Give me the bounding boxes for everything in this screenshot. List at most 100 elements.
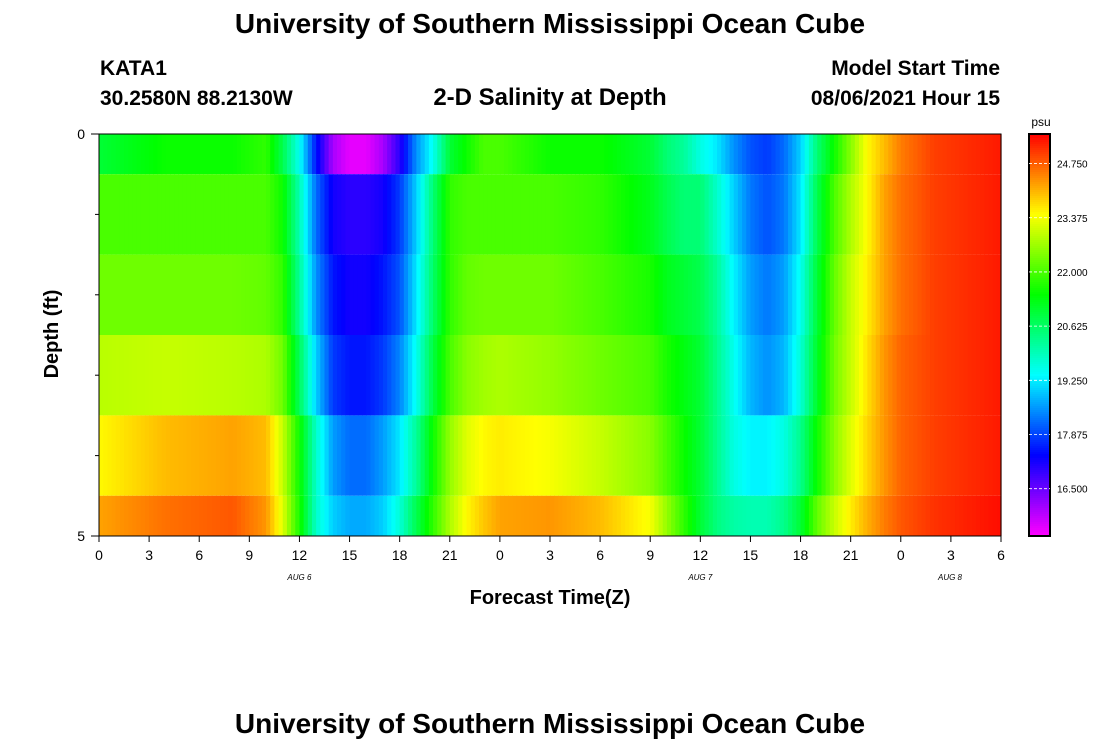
heat-cell: [433, 335, 438, 416]
heat-cell: [996, 415, 1002, 496]
heat-cell: [662, 254, 668, 335]
heat-cell: [996, 495, 1002, 536]
heat-cell: [950, 415, 956, 496]
heat-cell: [591, 174, 597, 255]
heat-cell: [825, 415, 831, 496]
heat-cell: [562, 415, 568, 496]
colorbar-swatch: [1029, 218, 1050, 221]
colorbar-swatch: [1029, 168, 1050, 171]
heat-cell: [921, 254, 927, 335]
heat-cell: [566, 415, 572, 496]
heat-cell: [620, 134, 626, 175]
heat-cell: [750, 415, 756, 496]
heat-cell: [629, 254, 635, 335]
heat-cell: [854, 335, 860, 416]
heat-cell: [671, 134, 676, 175]
heat-cell: [708, 415, 714, 496]
heat-cell: [362, 495, 367, 536]
heat-cell: [792, 495, 797, 536]
colorbar-swatch: [1029, 300, 1050, 303]
heat-cell: [666, 134, 672, 175]
heat-cell: [529, 174, 534, 255]
colorbar-swatch: [1029, 316, 1050, 319]
heat-cell: [303, 254, 309, 335]
heat-cell: [595, 495, 601, 536]
heat-cell: [332, 254, 338, 335]
heat-cell: [182, 174, 188, 255]
heat-cell: [416, 495, 422, 536]
heat-cell: [838, 254, 843, 335]
heat-cell: [474, 254, 480, 335]
heat-cell: [892, 174, 898, 255]
colorbar-swatch: [1029, 430, 1050, 433]
heat-cell: [712, 415, 718, 496]
colorbar-swatch: [1029, 426, 1050, 429]
heat-cell: [232, 174, 238, 255]
heat-cell: [332, 415, 338, 496]
heat-cell: [470, 335, 476, 416]
heat-cell: [821, 134, 827, 175]
colorbar-swatch: [1029, 400, 1050, 403]
heat-cell: [537, 134, 543, 175]
heat-cell: [445, 174, 451, 255]
colorbar-swatch: [1029, 154, 1050, 157]
colorbar-swatch: [1029, 134, 1050, 137]
heat-cell: [345, 134, 351, 175]
heat-cell: [625, 174, 630, 255]
colorbar-tick-label: 17.875: [1057, 431, 1088, 442]
heat-cell: [224, 495, 230, 536]
heat-cell: [408, 335, 413, 416]
heat-cell: [487, 174, 493, 255]
heat-cell: [428, 254, 434, 335]
colorbar-swatch: [1029, 308, 1050, 311]
heat-cell: [896, 254, 902, 335]
heat-cell: [604, 415, 610, 496]
x-tick-label: 6: [997, 547, 1005, 563]
heat-cell: [362, 415, 367, 496]
heat-cell: [550, 134, 555, 175]
colorbar-swatch: [1029, 434, 1050, 437]
colorbar-swatch: [1029, 292, 1050, 295]
heat-cell: [980, 415, 985, 496]
heat-cell: [800, 415, 806, 496]
heat-cell: [683, 134, 689, 175]
heat-cell: [174, 134, 179, 175]
heat-cell: [479, 415, 484, 496]
heat-cell: [119, 415, 125, 496]
heat-cell: [524, 174, 530, 255]
heat-cell: [992, 415, 998, 496]
heat-cell: [270, 415, 275, 496]
heat-cell: [207, 415, 213, 496]
heat-cell: [846, 134, 852, 175]
colorbar-swatch: [1029, 216, 1050, 219]
heat-cell: [99, 174, 104, 255]
heat-cell: [332, 495, 338, 536]
heat-cell: [391, 415, 397, 496]
heat-cell: [550, 415, 555, 496]
heat-cell: [675, 174, 681, 255]
heat-cell: [767, 335, 772, 416]
x-date-label: AUG 7: [687, 573, 713, 582]
heat-cell: [955, 174, 960, 255]
heat-cell: [157, 254, 163, 335]
heat-cell: [516, 134, 522, 175]
heat-cell: [508, 415, 514, 496]
heat-cell: [357, 415, 363, 496]
colorbar-swatch: [1029, 362, 1050, 365]
heat-cell: [215, 495, 221, 536]
heat-cell: [930, 174, 935, 255]
heat-cell: [942, 174, 948, 255]
colorbar-swatch: [1029, 312, 1050, 315]
heat-cell: [445, 134, 451, 175]
heat-cell: [545, 415, 551, 496]
heat-cell: [838, 134, 843, 175]
heat-cell: [733, 174, 739, 255]
heat-cell: [512, 134, 518, 175]
heat-cell: [550, 174, 555, 255]
heat-cell: [616, 254, 622, 335]
heat-cell: [900, 495, 906, 536]
heat-cell: [950, 174, 956, 255]
heat-cell: [328, 254, 334, 335]
heat-cell: [691, 495, 697, 536]
heat-cell: [186, 254, 192, 335]
